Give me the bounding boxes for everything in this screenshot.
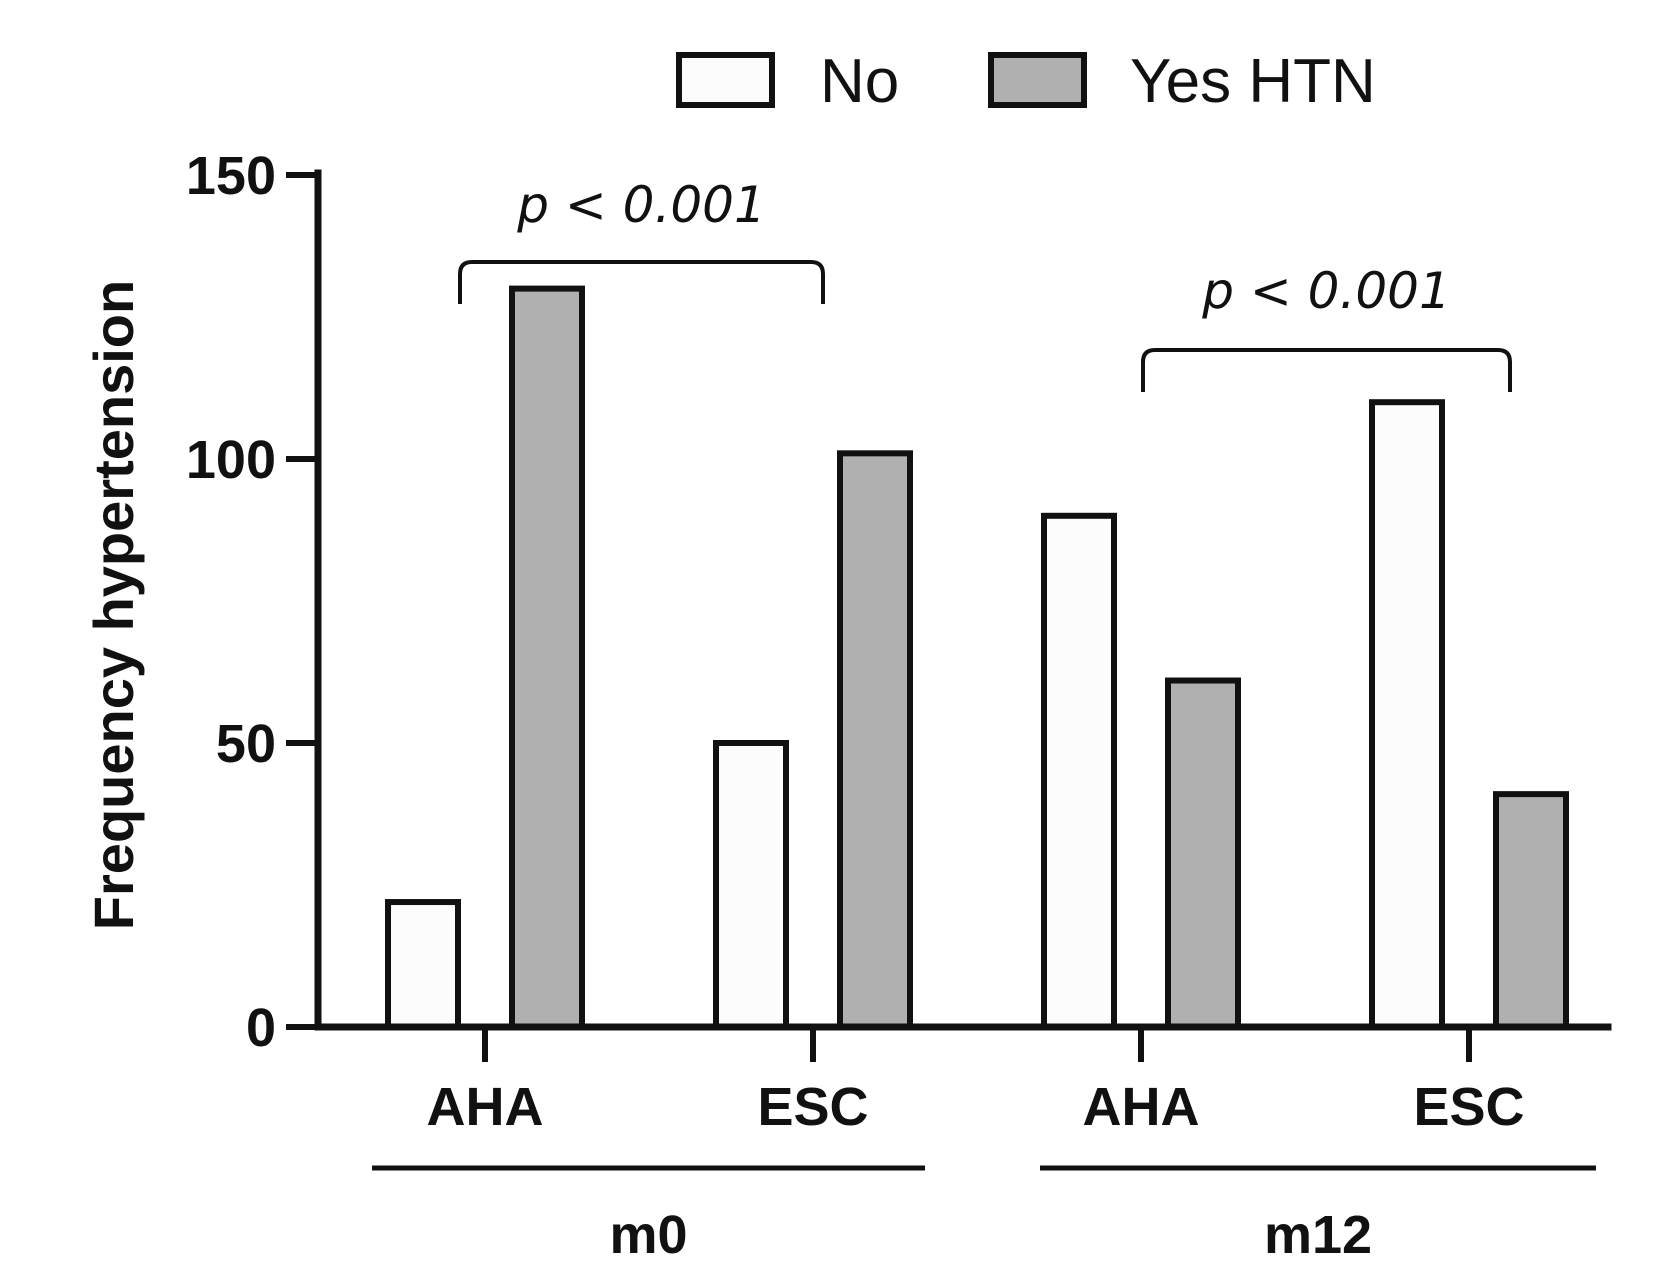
- bar-no-esc-m0: [713, 740, 789, 1030]
- significance-annotations: p < 0.001 p < 0.001: [458, 176, 1512, 392]
- group-label: m0: [609, 1205, 687, 1265]
- bars: [385, 285, 1569, 1031]
- bar-yes-htn-aha-m0: [509, 285, 585, 1031]
- legend-label: No: [820, 47, 899, 116]
- group-label: m12: [1264, 1205, 1372, 1265]
- x-tick-label: ESC: [757, 1077, 868, 1137]
- bar-no-aha-m0: [385, 899, 461, 1030]
- legend-swatch-yes-htn: [988, 52, 1087, 108]
- bar-yes-htn-esc-m0: [837, 450, 913, 1030]
- bar-yes-htn-esc-m12: [1493, 791, 1569, 1030]
- y-axis-title: Frequency hypertension: [82, 280, 145, 930]
- significance-bracket: [458, 260, 825, 304]
- significance-bracket: [1141, 348, 1512, 392]
- x-tick-label: ESC: [1413, 1077, 1524, 1137]
- p-value-label: p < 0.001: [516, 176, 766, 234]
- group-labels: m0 m12: [372, 1165, 1596, 1265]
- x-tick-label: AHA: [1083, 1077, 1200, 1137]
- bar-no-aha-m12: [1041, 512, 1117, 1030]
- axes: 0 50 100 150 AHA ESC AHA ESC: [186, 146, 1612, 1137]
- legend-label: Yes HTN: [1130, 47, 1376, 116]
- legend-swatch-no: [676, 52, 775, 108]
- bar-yes-htn-aha-m12: [1165, 677, 1241, 1031]
- y-tick-label: 150: [186, 146, 276, 206]
- y-tick-label: 50: [216, 714, 276, 774]
- p-value-label: p < 0.001: [1201, 262, 1451, 320]
- y-tick-label: 100: [186, 430, 276, 490]
- legend: No Yes HTN: [676, 47, 1376, 116]
- bar-no-esc-m12: [1369, 399, 1445, 1030]
- y-tick-label: 0: [246, 998, 276, 1058]
- x-tick-label: AHA: [427, 1077, 544, 1137]
